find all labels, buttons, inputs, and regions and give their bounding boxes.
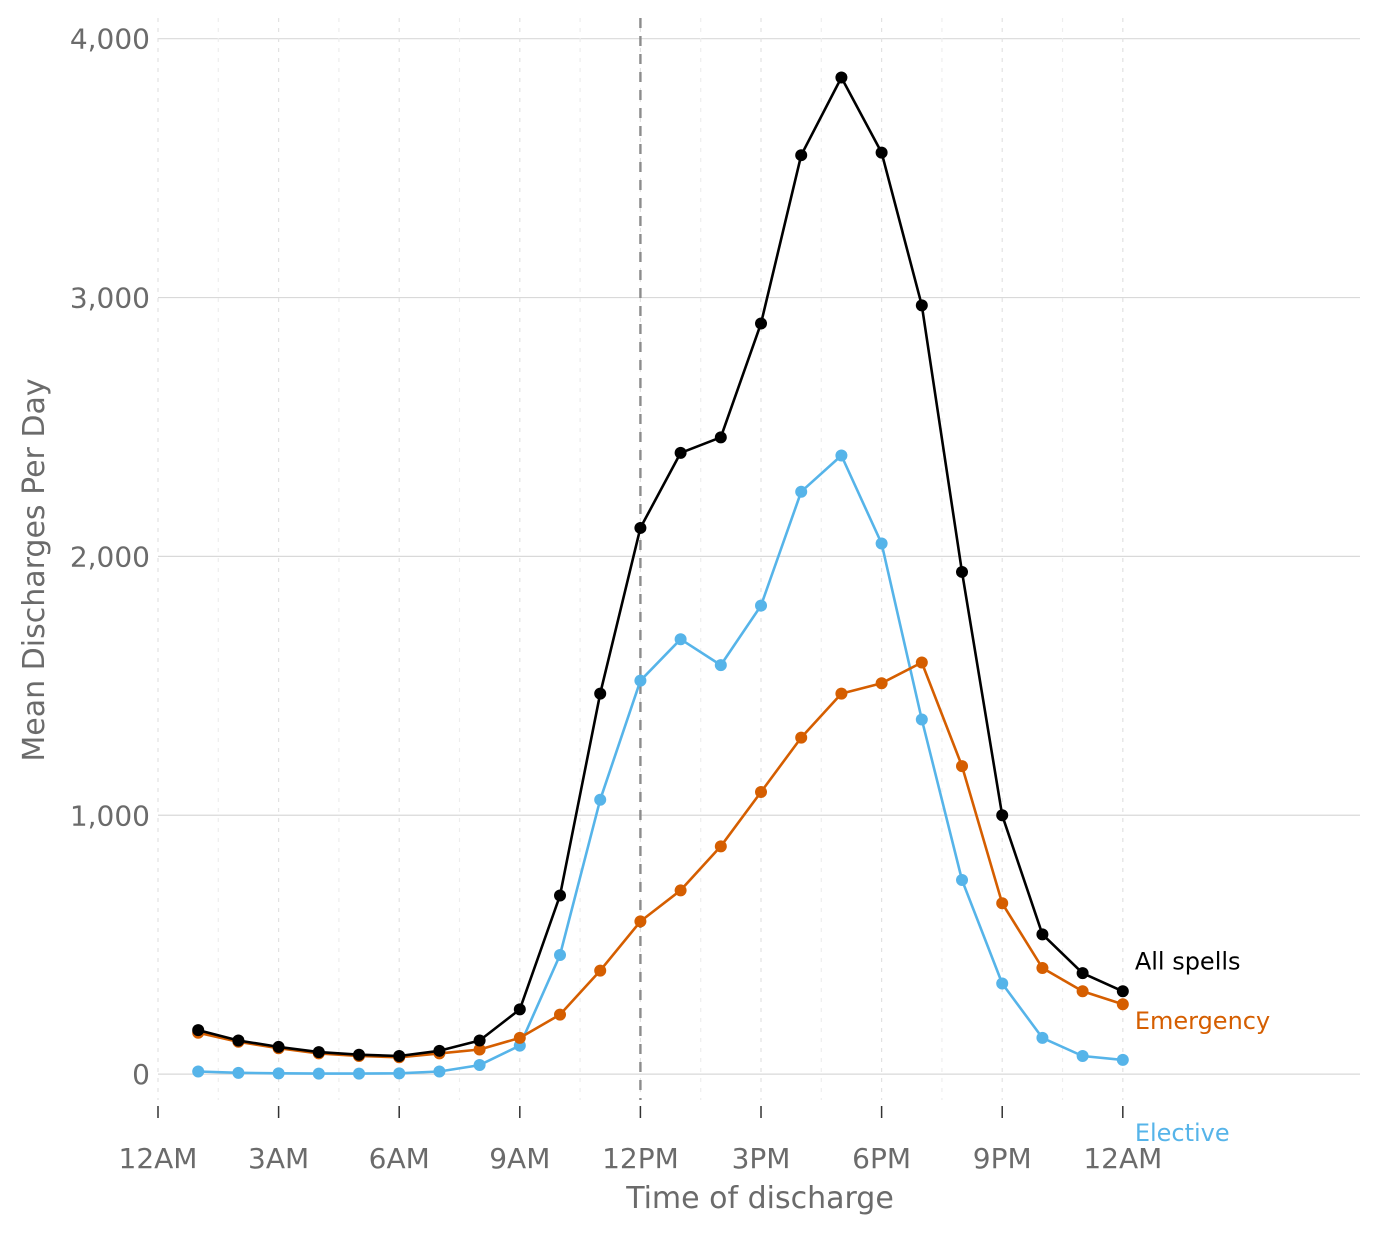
data-point-all-spells [835,71,848,84]
series-all-spells [192,71,1129,1062]
data-point-emergency [714,840,727,853]
data-point-elective [915,713,928,726]
data-point-elective [996,977,1009,990]
data-point-all-spells [996,809,1009,822]
data-point-all-spells [192,1024,205,1037]
data-point-elective [473,1059,486,1072]
data-point-all-spells [875,146,888,159]
data-point-all-spells [433,1044,446,1057]
y-tick-label: 4,000 [70,23,150,56]
data-point-all-spells [473,1034,486,1047]
data-point-emergency [835,687,848,700]
x-tick-label: 6AM [369,1142,430,1175]
grid [157,18,1360,1100]
data-point-all-spells [1036,928,1049,941]
data-point-elective [755,599,768,612]
data-point-all-spells [674,446,687,459]
series-line-all-spells [197,76,1124,1058]
data-point-elective [1116,1053,1129,1066]
data-point-emergency [755,785,768,798]
data-point-elective [312,1067,325,1080]
y-axis-title: Mean Discharges Per Day [17,378,52,761]
series-emergency [192,656,1129,1064]
data-point-emergency [795,731,808,744]
series-group [192,71,1129,1080]
data-point-all-spells [714,431,727,444]
data-point-elective [956,873,969,886]
data-point-emergency [1116,998,1129,1011]
series-labels: All spells Emergency Elective [1135,947,1270,1147]
data-point-emergency [674,884,687,897]
data-point-all-spells [915,299,928,312]
x-tick-label: 12PM [602,1142,679,1175]
series-label-all-spells: All spells [1135,947,1241,975]
data-point-emergency [1076,985,1089,998]
data-point-emergency [996,897,1009,910]
data-point-all-spells [755,317,768,330]
data-point-all-spells [594,687,607,700]
x-tick-label: 12AM [119,1142,198,1175]
data-point-all-spells [1116,985,1129,998]
data-point-all-spells [554,889,567,902]
x-axis-title: Time of discharge [625,1181,894,1216]
series-label-elective: Elective [1135,1119,1230,1147]
data-point-elective [1076,1049,1089,1062]
data-point-elective [433,1065,446,1078]
x-tick-label: 9AM [489,1142,550,1175]
y-tick-label: 0 [132,1058,150,1091]
data-point-all-spells [353,1048,366,1061]
data-point-elective [232,1066,245,1079]
data-point-elective [393,1067,406,1080]
x-tick-label: 3PM [732,1142,791,1175]
data-point-all-spells [272,1040,285,1053]
data-point-emergency [1036,961,1049,974]
data-point-elective [594,793,607,806]
x-tick-label: 9PM [973,1142,1032,1175]
data-point-elective [875,537,888,550]
data-point-all-spells [513,1003,526,1016]
data-point-all-spells [634,521,647,534]
data-point-elective [674,633,687,646]
data-point-elective [634,674,647,687]
series-line-emergency [197,661,1124,1059]
data-point-elective [353,1067,366,1080]
data-point-all-spells [312,1046,325,1059]
data-point-elective [192,1065,205,1078]
data-point-emergency [915,656,928,669]
series-elective [192,449,1129,1080]
data-point-emergency [875,677,888,690]
x-tick-label: 6PM [852,1142,911,1175]
data-point-elective [1036,1031,1049,1044]
axes: 0 1,000 2,000 3,000 4,000 12AM 3AM 6AM 9AM 12PM 3P… [70,23,1162,1175]
data-point-emergency [473,1043,486,1056]
data-point-all-spells [956,565,969,578]
series-label-emergency: Emergency [1135,1007,1270,1035]
data-point-emergency [634,915,647,928]
data-point-all-spells [393,1049,406,1062]
x-tick-label: 12AM [1083,1142,1162,1175]
data-point-all-spells [232,1034,245,1047]
data-point-emergency [554,1008,567,1021]
y-tick-label: 1,000 [70,799,150,832]
data-point-all-spells [795,149,808,162]
series-line-elective [198,454,1123,1075]
data-point-elective [272,1067,285,1080]
x-tick-label: 3AM [248,1142,309,1175]
data-point-emergency [594,964,607,977]
data-point-emergency [956,760,969,773]
y-tick-label: 3,000 [70,282,150,315]
data-point-all-spells [1076,967,1089,980]
data-point-elective [714,659,727,672]
data-point-elective [795,485,808,498]
data-point-emergency [513,1031,526,1044]
data-point-elective [835,449,848,462]
y-tick-label: 2,000 [70,540,150,573]
data-point-elective [554,949,567,962]
